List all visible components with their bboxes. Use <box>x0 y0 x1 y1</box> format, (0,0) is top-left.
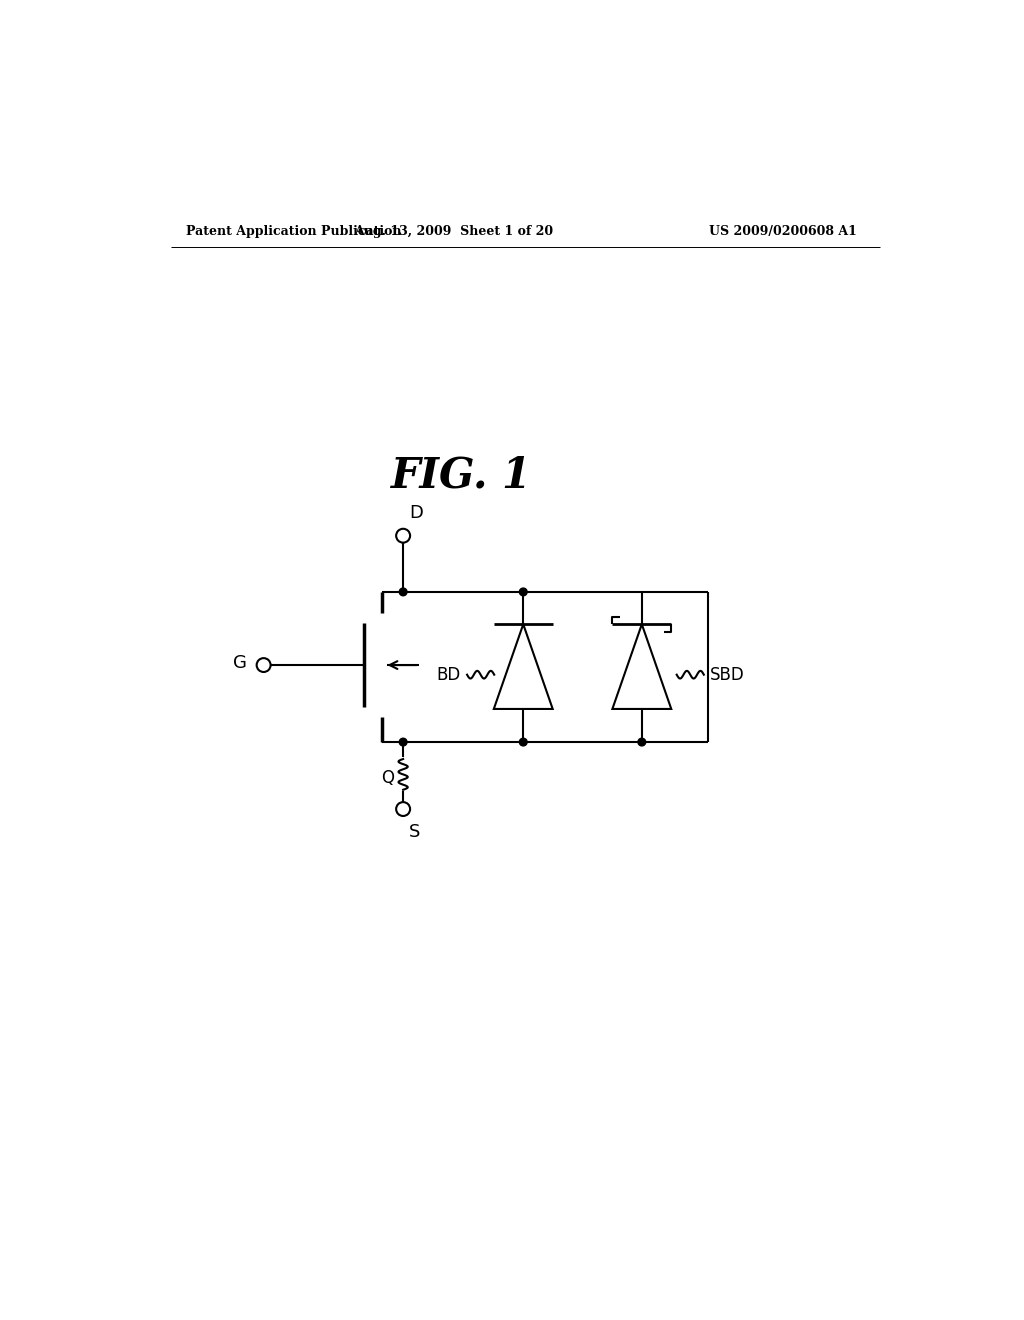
Text: Q: Q <box>381 770 394 787</box>
Text: FIG. 1: FIG. 1 <box>391 455 531 496</box>
Text: BD: BD <box>436 665 461 684</box>
Text: S: S <box>410 822 421 841</box>
Circle shape <box>399 589 407 595</box>
Text: G: G <box>232 653 247 672</box>
Circle shape <box>519 589 527 595</box>
Text: Aug. 13, 2009  Sheet 1 of 20: Aug. 13, 2009 Sheet 1 of 20 <box>354 224 553 238</box>
Circle shape <box>396 529 410 543</box>
Circle shape <box>399 738 407 746</box>
Text: SBD: SBD <box>710 665 744 684</box>
Circle shape <box>257 659 270 672</box>
Text: Patent Application Publication: Patent Application Publication <box>186 224 401 238</box>
Circle shape <box>638 738 646 746</box>
Text: US 2009/0200608 A1: US 2009/0200608 A1 <box>709 224 856 238</box>
Text: D: D <box>410 504 423 521</box>
Circle shape <box>519 738 527 746</box>
Circle shape <box>396 803 410 816</box>
